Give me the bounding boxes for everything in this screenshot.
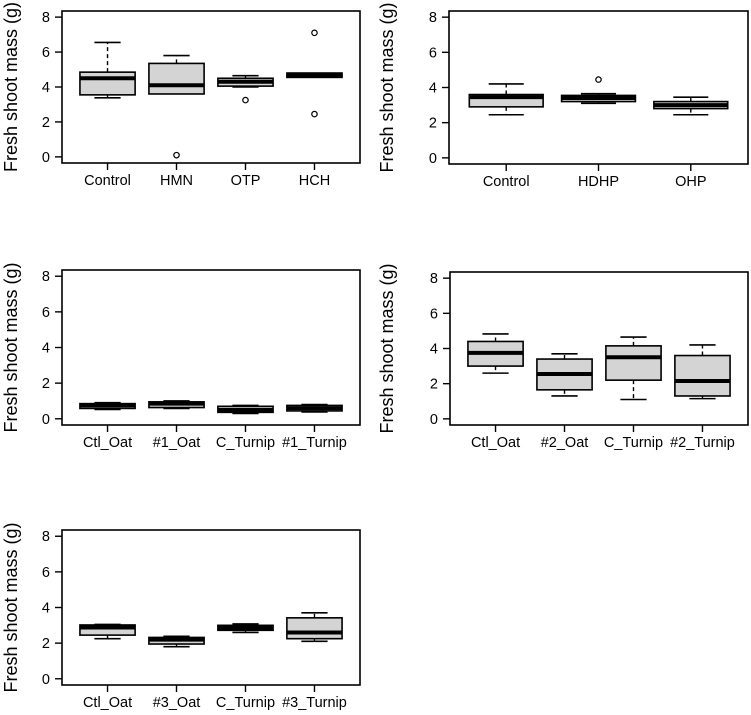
box-group-HDHP bbox=[560, 76, 637, 105]
x-category-label: #1_Oat bbox=[153, 435, 201, 451]
iqr-box bbox=[79, 624, 136, 636]
y-tick-label: 4 bbox=[42, 341, 50, 357]
box-group-Control bbox=[468, 83, 544, 116]
y-tick-label: 2 bbox=[430, 377, 438, 393]
box-group-Ctl_Oat bbox=[79, 623, 136, 640]
outlier-point bbox=[173, 151, 180, 159]
iqr-box bbox=[605, 345, 662, 381]
box-group-#3_Turnip bbox=[286, 612, 343, 643]
x-category-label: #1_Turnip bbox=[282, 435, 347, 451]
x-category-label: C_Turnip bbox=[604, 435, 663, 451]
box-group-Ctl_Oat bbox=[79, 401, 136, 411]
x-category-label: C_Turnip bbox=[216, 695, 275, 711]
y-axis-label: Fresh shoot mass (g) bbox=[1, 2, 21, 172]
x-category-label: Ctl_Oat bbox=[83, 435, 132, 451]
outlier-point bbox=[242, 96, 249, 104]
outlier-point bbox=[311, 110, 318, 118]
y-tick-label: 6 bbox=[42, 565, 50, 581]
y-tick-label: 0 bbox=[42, 150, 50, 166]
boxplot-svg-treatments-set-2: 0 2 4 6 8 Fresh shoot mass (g) Control HDHP OHP bbox=[377, 2, 749, 190]
box-group-HMN bbox=[148, 54, 205, 159]
y-tick-label: 4 bbox=[430, 342, 438, 358]
y-tick-label: 6 bbox=[42, 305, 50, 321]
y-tick-label: 0 bbox=[42, 672, 50, 688]
iqr-box bbox=[286, 617, 343, 640]
box-group-HCH bbox=[286, 29, 343, 118]
x-category-label: Control bbox=[483, 174, 530, 190]
x-category-label: #3_Oat bbox=[153, 695, 201, 711]
y-tick-label: 8 bbox=[430, 271, 438, 287]
boxplot-panel-oat-turnip-line-2: 0 2 4 6 8 Fresh shoot mass (g) Ctl_Oat #2_Oat C_… bbox=[376, 230, 751, 468]
boxplot-panel-treatments-set-2: 0 2 4 6 8 Fresh shoot mass (g) Control HDHP OHP bbox=[376, 0, 751, 222]
x-category-label: HMN bbox=[160, 173, 193, 189]
y-tick-label: 0 bbox=[430, 412, 438, 428]
y-tick-label: 4 bbox=[42, 80, 50, 96]
plot-frame bbox=[61, 269, 361, 426]
boxplot-svg-oat-turnip-line-1: 0 2 4 6 8 Fresh shoot mass (g) Ctl_Oat #1_Oat C_… bbox=[1, 262, 361, 451]
y-tick-label: 0 bbox=[429, 151, 437, 167]
iqr-box bbox=[79, 71, 136, 96]
x-category-label: OHP bbox=[675, 174, 706, 190]
boxplot-panel-oat-turnip-line-1: 0 2 4 6 8 Fresh shoot mass (g) Ctl_Oat #1_Oat C_… bbox=[0, 230, 375, 468]
y-tick-label: 2 bbox=[42, 115, 50, 131]
y-axis-label: Fresh shoot mass (g) bbox=[377, 2, 397, 172]
boxplot-svg-oat-turnip-line-3: 0 2 4 6 8 Fresh shoot mass (g) Ctl_Oat #3_Oat C_… bbox=[1, 522, 361, 711]
outlier-point bbox=[595, 76, 602, 83]
y-tick-label: 8 bbox=[42, 529, 50, 545]
y-tick-label: 8 bbox=[429, 10, 437, 26]
box-group-#2_Oat bbox=[536, 352, 593, 397]
y-tick-label: 4 bbox=[429, 81, 437, 97]
y-tick-label: 2 bbox=[429, 116, 437, 132]
box-group-OHP bbox=[653, 96, 729, 116]
y-tick-label: 6 bbox=[429, 45, 437, 61]
box-group-#3_Oat bbox=[148, 635, 205, 648]
boxplot-svg-oat-turnip-line-2: 0 2 4 6 8 Fresh shoot mass (g) Ctl_Oat #2_Oat C_… bbox=[377, 263, 749, 451]
box-group-C_Turnip bbox=[605, 336, 662, 401]
iqr-box bbox=[148, 62, 205, 95]
box-group-#1_Oat bbox=[148, 400, 205, 410]
y-axis-label: Fresh shoot mass (g) bbox=[1, 522, 21, 692]
y-tick-label: 6 bbox=[42, 45, 50, 61]
y-tick-label: 6 bbox=[430, 306, 438, 322]
box-group-#2_Turnip bbox=[674, 344, 731, 400]
y-tick-label: 2 bbox=[42, 636, 50, 652]
box-group-C_Turnip bbox=[217, 404, 274, 415]
box-group-#1_Turnip bbox=[286, 403, 343, 413]
x-category-label: HCH bbox=[299, 173, 330, 189]
y-axis-label: Fresh shoot mass (g) bbox=[377, 263, 397, 433]
x-category-label: #3_Turnip bbox=[282, 695, 347, 711]
plot-frame bbox=[448, 10, 749, 165]
boxplot-svg-treatments-set-1: 0 2 4 6 8 Fresh shoot mass (g) Control HMN OTP HC… bbox=[1, 2, 361, 189]
boxplot-panel-treatments-set-1: 0 2 4 6 8 Fresh shoot mass (g) Control HMN OTP HC… bbox=[0, 0, 375, 222]
box-group-OTP bbox=[217, 74, 274, 104]
x-category-label: Control bbox=[84, 173, 131, 189]
box-group-C_Turnip bbox=[217, 623, 274, 634]
plot-frame bbox=[61, 529, 361, 686]
y-tick-label: 0 bbox=[42, 412, 50, 428]
y-tick-label: 4 bbox=[42, 601, 50, 617]
box-group-Ctl_Oat bbox=[467, 333, 524, 374]
x-category-label: HDHP bbox=[578, 174, 619, 190]
iqr-box bbox=[674, 354, 731, 397]
x-category-label: Ctl_Oat bbox=[471, 435, 520, 451]
x-category-label: C_Turnip bbox=[216, 435, 275, 451]
x-category-label: #2_Turnip bbox=[670, 435, 735, 451]
y-tick-label: 8 bbox=[42, 10, 50, 26]
boxplot-panel-oat-turnip-line-3: 0 2 4 6 8 Fresh shoot mass (g) Ctl_Oat #3_Oat C_… bbox=[0, 470, 375, 715]
outlier-point bbox=[311, 29, 318, 37]
x-category-label: OTP bbox=[231, 173, 261, 189]
box-group-Control bbox=[79, 41, 136, 99]
x-category-label: #2_Oat bbox=[541, 435, 589, 451]
y-tick-label: 2 bbox=[42, 376, 50, 392]
y-axis-label: Fresh shoot mass (g) bbox=[1, 262, 21, 432]
y-tick-label: 8 bbox=[42, 269, 50, 285]
x-category-label: Ctl_Oat bbox=[83, 695, 132, 711]
